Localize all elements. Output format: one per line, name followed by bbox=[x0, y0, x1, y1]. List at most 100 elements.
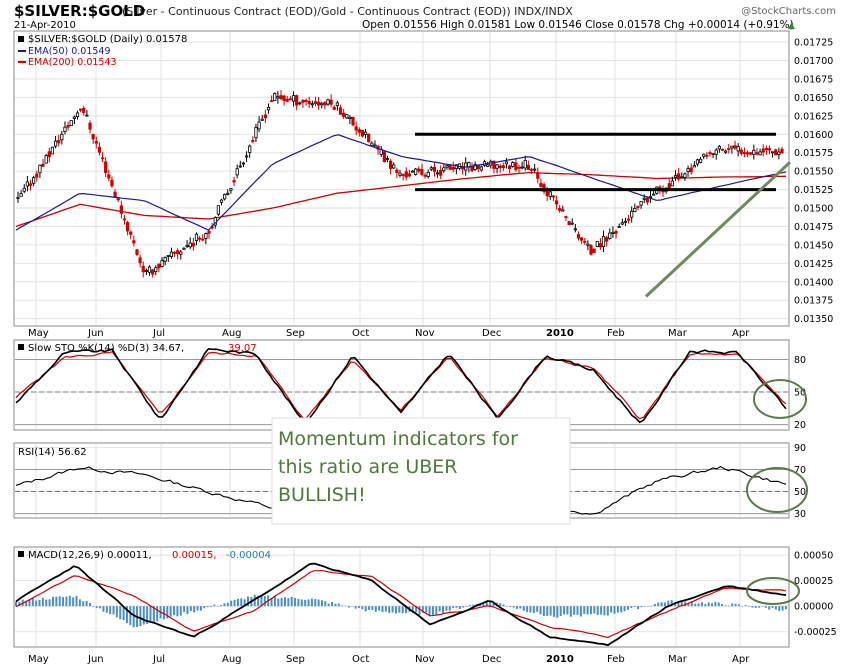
candlestick bbox=[730, 145, 734, 154]
macd-histogram-bar bbox=[653, 603, 656, 607]
candlestick bbox=[91, 133, 95, 144]
candlestick bbox=[686, 165, 690, 177]
candle-body bbox=[439, 169, 443, 176]
candlestick bbox=[107, 170, 111, 182]
candle-body bbox=[648, 196, 653, 198]
macd-histogram-bar bbox=[72, 597, 75, 607]
candle-body bbox=[44, 155, 48, 164]
macd-histogram-bar bbox=[28, 599, 31, 607]
candle-body bbox=[554, 200, 559, 205]
macd-histogram-bar bbox=[166, 606, 169, 619]
candle-body bbox=[752, 149, 756, 155]
candle-body bbox=[32, 177, 36, 184]
candlestick bbox=[100, 152, 105, 163]
macd-histogram-bar bbox=[206, 606, 209, 608]
candlestick bbox=[72, 115, 76, 125]
candlestick bbox=[169, 247, 174, 259]
rsi-highlight-ellipse bbox=[746, 467, 808, 513]
macd-histogram-bar bbox=[374, 606, 377, 612]
candle-body bbox=[689, 167, 693, 173]
macd-histogram-bar bbox=[78, 599, 81, 607]
candle-body bbox=[626, 218, 631, 221]
candle-body bbox=[448, 164, 452, 170]
y-tick-label: 0.01475 bbox=[794, 222, 833, 233]
macd-histogram-bar bbox=[368, 606, 371, 610]
candle-body bbox=[504, 161, 509, 165]
macd-histogram-bar bbox=[781, 606, 784, 611]
candle-body bbox=[104, 161, 108, 174]
macd-histogram-bar bbox=[18, 602, 21, 607]
candle-body bbox=[363, 131, 368, 135]
candle-body bbox=[357, 129, 361, 133]
x-tick-label: Sep bbox=[286, 328, 305, 339]
candlestick bbox=[435, 169, 440, 178]
candle-body bbox=[367, 133, 371, 143]
candle-body bbox=[423, 174, 427, 177]
candle-body bbox=[16, 196, 20, 199]
macd-histogram-bar bbox=[35, 600, 38, 607]
candlestick bbox=[307, 96, 311, 109]
candle-body bbox=[511, 162, 515, 167]
symbol-description: (Silver - Continuous Contract (EOD)/Gold… bbox=[122, 5, 573, 18]
macd-histogram-bar bbox=[579, 606, 582, 617]
macd-histogram-bar bbox=[15, 601, 17, 607]
ema200-layer bbox=[15, 171, 787, 228]
macd-histogram-bar bbox=[247, 596, 250, 607]
macd-histogram-bar bbox=[300, 599, 303, 607]
macd-histogram-bar bbox=[58, 596, 61, 607]
candle-body bbox=[310, 103, 314, 106]
candle-body bbox=[771, 151, 775, 154]
candlestick bbox=[248, 144, 252, 158]
x-tick-label: Dec bbox=[482, 654, 501, 665]
x-tick-label: Apr bbox=[732, 328, 750, 339]
macd-histogram-bar bbox=[82, 601, 85, 607]
candle-body bbox=[291, 95, 296, 102]
macd-histogram-bar bbox=[482, 603, 485, 607]
macd-histogram-bar bbox=[758, 606, 761, 608]
candlestick bbox=[238, 160, 242, 168]
candlestick bbox=[53, 135, 58, 149]
y-tick-label: 0.01425 bbox=[794, 259, 833, 270]
candlestick bbox=[88, 120, 92, 134]
candlestick bbox=[263, 109, 267, 124]
candle-body bbox=[100, 157, 105, 160]
candlestick bbox=[342, 108, 346, 120]
macd-histogram-bar bbox=[213, 604, 216, 607]
candle-body bbox=[733, 145, 737, 149]
candle-body bbox=[69, 120, 73, 127]
y-tick-label: 0.01625 bbox=[794, 111, 833, 122]
macd-signal-line bbox=[15, 570, 787, 639]
candle-body bbox=[623, 220, 628, 223]
macd-histogram-bar bbox=[630, 606, 633, 608]
macd-histogram-bar bbox=[744, 605, 747, 607]
candle-body bbox=[335, 102, 339, 106]
x-tick-label: 2010 bbox=[546, 654, 574, 665]
y-tick-label: 0.01725 bbox=[794, 38, 833, 49]
macd-histogram-bar bbox=[546, 606, 549, 616]
macd-histogram-bar bbox=[499, 603, 502, 607]
macd-histogram-bar bbox=[263, 596, 266, 607]
candle-body bbox=[25, 181, 29, 187]
candle-body bbox=[720, 148, 725, 151]
candle-body bbox=[82, 107, 86, 113]
candlestick bbox=[79, 108, 83, 113]
candle-body bbox=[129, 231, 133, 235]
macd-histogram-bar bbox=[45, 599, 48, 607]
candle-body bbox=[611, 231, 615, 234]
candlestick bbox=[32, 175, 36, 187]
macd-histogram-bar bbox=[233, 599, 236, 607]
macd-histogram-bar bbox=[704, 604, 707, 607]
candlestick bbox=[670, 176, 675, 187]
macd-histogram-bar bbox=[378, 606, 381, 611]
macd-histogram-bar bbox=[485, 600, 488, 607]
candlestick bbox=[683, 172, 687, 182]
candle-body bbox=[304, 100, 308, 102]
macd-histogram-bar bbox=[344, 605, 347, 607]
candlestick bbox=[389, 158, 393, 175]
candle-body bbox=[172, 251, 177, 254]
x-tick-label: Feb bbox=[607, 328, 625, 339]
candlestick bbox=[119, 200, 123, 219]
macd-histogram-bar bbox=[398, 606, 401, 613]
candlestick bbox=[417, 166, 421, 174]
candlestick bbox=[780, 147, 784, 154]
